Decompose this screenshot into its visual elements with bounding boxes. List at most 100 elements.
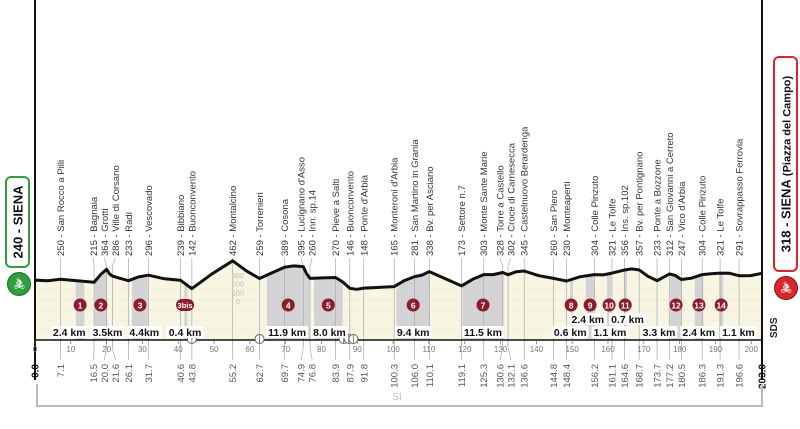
km-tick-label: 10 (66, 345, 75, 354)
waypoint-km-label: 7.1 (56, 364, 67, 377)
waypoint-km-label: 83.9 (331, 364, 342, 383)
waypoint-label: 395 - Lucignano d'Asso (297, 157, 308, 256)
sector-badge (281, 298, 295, 312)
sector-length: 11.5 km (464, 327, 502, 339)
sector-length: 3.5km (93, 327, 123, 339)
waypoint-label: 291 - Sovrappasso Ferrovia (735, 138, 746, 256)
gravel-band (75, 260, 85, 340)
sector-number: 11 (621, 301, 630, 311)
waypoint-label: 148 - Ponte d'Arbia (359, 174, 370, 256)
waypoint-km-label: 74.9 (297, 364, 308, 383)
waypoint-label: 357 - Bv. per Pontignano (635, 152, 646, 256)
waypoint-km-label: 31.7 (144, 364, 155, 383)
waypoint-km-label: 69.7 (280, 364, 291, 383)
waypoint-km-label: 186.3 (698, 364, 709, 388)
waypoint-label: 321 - Le Tolfe (607, 199, 618, 256)
waypoint-km-line (499, 340, 504, 361)
sector-length-box (127, 326, 162, 338)
km-tick-label: 70 (281, 345, 290, 354)
waypoint-label: 321 - Le Tolfe (716, 199, 727, 256)
sector-badge (321, 298, 335, 312)
sector-number: 5 (326, 301, 331, 311)
waypoint-label: 364 - Grotti (100, 208, 111, 256)
sector-length-box (569, 313, 607, 325)
sector-length: 2.4 km (571, 314, 604, 326)
waypoint-label: 462 - Montalcino (228, 186, 239, 256)
sector-length-box (609, 313, 646, 325)
waypoint-km-label: 110.1 (425, 364, 436, 387)
waypoint-km-label: 144.8 (549, 364, 560, 388)
waypoint-km-label: 21.6 (111, 364, 122, 383)
elevation-scale-label: 100 (232, 290, 244, 297)
waypoint-label: 328 - Torre a Castello (495, 165, 506, 256)
sector-number: 14 (716, 301, 726, 311)
waypoint-km-label: 16.5 (89, 364, 100, 383)
start-label: 240 - SIENA (10, 185, 25, 259)
waypoint-km-label: 0.0 (31, 364, 42, 378)
sector-length: 1.1 km (722, 327, 755, 339)
waypoint-label: 165 - Monteroni d'Arbia (390, 157, 401, 256)
waypoint-km-label: 125.3 (479, 364, 490, 388)
sector-badge (583, 298, 597, 312)
km-tick-label: 90 (353, 345, 362, 354)
waypoint-label: 302 - Croce di Carnesecca (506, 142, 517, 256)
waypoint-label: 233 - Radi (124, 212, 135, 256)
waypoint-km-label: 203.0 (758, 364, 769, 389)
waypoint-line (309, 257, 313, 346)
region-bracket: SI (36, 384, 763, 407)
sector-badge (564, 298, 578, 312)
waypoint-km-label: 55.2 (228, 364, 239, 383)
sector-number: 2 (99, 301, 104, 311)
sector-length-box (591, 326, 629, 338)
km-tick-label: 0 (33, 345, 38, 354)
km-tick-label: 170 (637, 345, 651, 354)
elevation-scale-label: 300 (232, 273, 244, 280)
sector-badge (73, 298, 87, 312)
finish-badge: 318 - SIENA (Piazza del Campo) (773, 56, 798, 272)
km-axis: 0.0 7.1 16.5 20.0 21.6 26.1 31.7 40.6 43.8 55.2 62… (31, 340, 769, 389)
waypoint-label: 142 - Buonconvento (187, 171, 198, 256)
elevation-scale-label: 0 (236, 299, 240, 306)
sector-badge (476, 298, 490, 312)
sector-badge (692, 298, 706, 312)
waypoint-km-label: 156.2 (590, 364, 601, 388)
km-tick-label: 80 (317, 345, 326, 354)
km-tick-label: 50 (210, 345, 219, 354)
waypoint-label: 389 - Cosona (280, 198, 291, 256)
waypoint-labels: 250 - San Rocco a Pilli 215 - Bagnaia 364 … (56, 126, 746, 256)
waypoint-km-label: 168.7 (635, 364, 646, 388)
waypoint-label: 296 - Vescovado (144, 185, 155, 256)
waypoint-km-line (300, 340, 304, 361)
sector-length-box (680, 326, 718, 338)
waypoint-km-label: 43.8 (187, 364, 198, 383)
region-label: SI (392, 392, 401, 403)
sector-length: 8.0 km (313, 327, 346, 339)
waypoint-label: 303 - Monte Sante Marie (479, 151, 490, 256)
sector-length: 9.4 km (397, 327, 430, 339)
finish-sublabel: (Piazza del Campo) (781, 75, 793, 177)
waypoint-line (499, 257, 504, 346)
waypoint-label: 338 - Bv. per Asciano (425, 166, 436, 256)
waypoint-label: 281 - San Martino in Grania (410, 139, 421, 256)
sector-badge (176, 299, 195, 311)
waypoint-line (507, 257, 512, 346)
waypoint-km-label: 161.1 (607, 364, 618, 388)
waypoint-line (112, 257, 116, 346)
waypoint-km-label: 136.6 (520, 364, 531, 388)
km-tick-label: 150 (566, 345, 580, 354)
sector-number: 8 (569, 301, 574, 311)
waypoint-km-label: 164.6 (620, 364, 631, 388)
sector-number: 9 (588, 301, 593, 311)
km-tick-label: 40 (174, 345, 183, 354)
waypoint-km-label: 180.5 (677, 364, 688, 388)
km-tick-label: 60 (245, 345, 254, 354)
waypoint-km-label: 87.9 (345, 364, 356, 383)
side-code: SDS (769, 317, 780, 338)
sector-length-box (462, 326, 504, 338)
waypoint-label: 233 - Ponte a Bozzone (653, 159, 664, 256)
km-tick-label: 100 (386, 345, 400, 354)
waypoint-lines (60, 257, 740, 361)
sector-length-box (90, 326, 125, 338)
